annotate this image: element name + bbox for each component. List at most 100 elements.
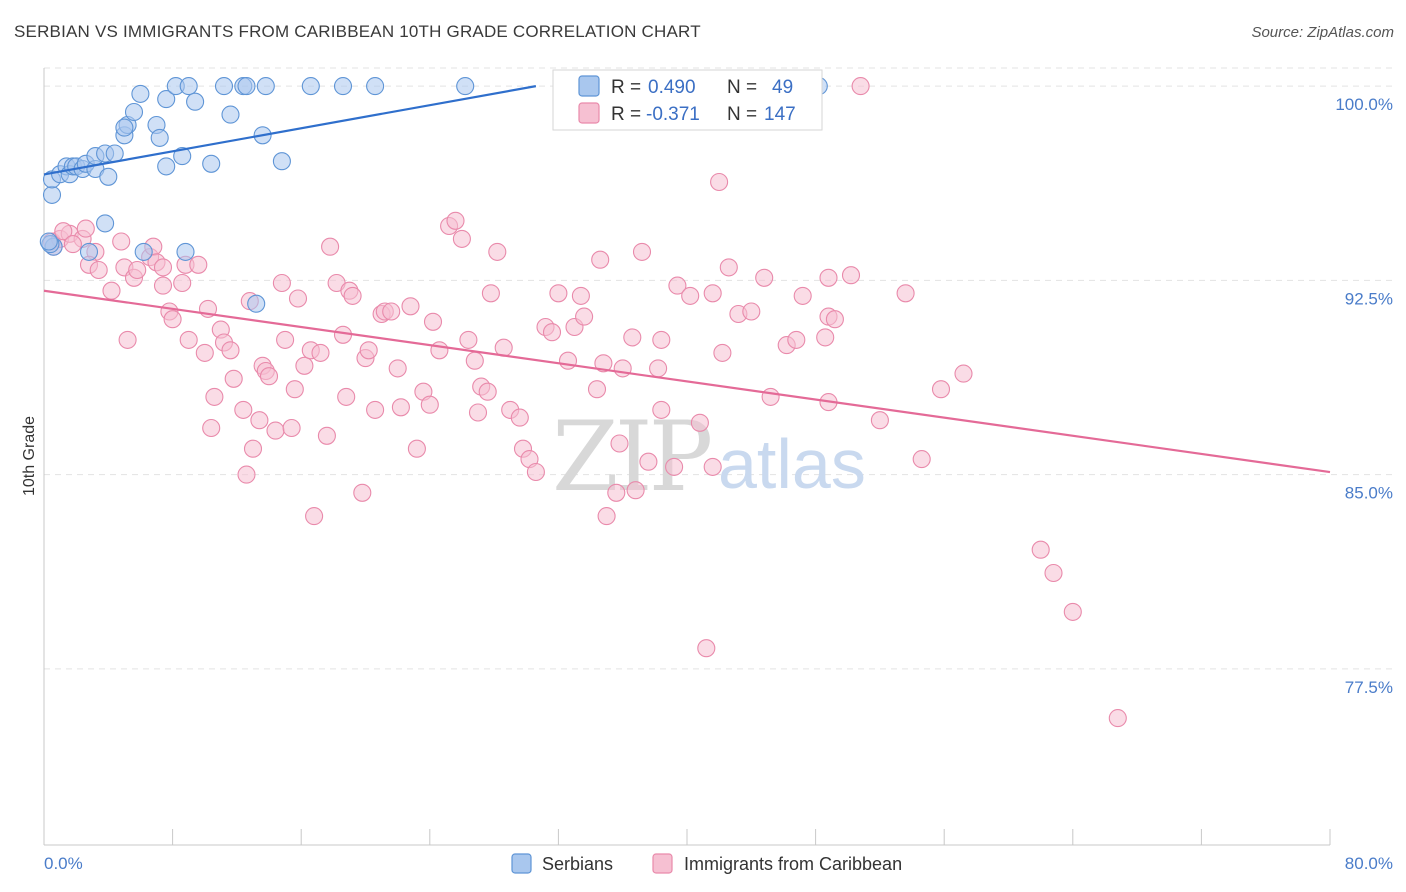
serbians-point — [157, 157, 176, 176]
serbians-point — [301, 77, 320, 96]
caribbean-point — [224, 369, 243, 388]
caribbean-point — [234, 400, 253, 419]
series-legend-label-serbians: Serbians — [542, 854, 613, 874]
caribbean-point — [571, 286, 590, 305]
caribbean-point — [128, 260, 147, 280]
serbians-point — [42, 185, 62, 204]
source-credit: Source: ZipAtlas.com — [1251, 24, 1394, 41]
serbians-point — [202, 154, 221, 173]
caribbean-point — [420, 395, 439, 414]
caribbean-point — [623, 328, 642, 347]
trendline-caribbean — [43, 289, 1331, 474]
caribbean-point — [632, 242, 652, 261]
caribbean-point — [189, 255, 208, 274]
x-axis-ticks — [43, 829, 1331, 845]
legend-r-value-serbians: 0.490 — [648, 77, 696, 98]
caribbean-point — [153, 276, 173, 295]
caribbean-point — [311, 343, 330, 362]
y-tick-labels: 100.0% 92.5% 85.0% 77.5% — [1335, 95, 1393, 697]
caribbean-point — [841, 266, 861, 285]
caribbean-point — [153, 258, 173, 277]
legend-n-label-serbians: N = — [727, 77, 757, 98]
caribbean-point — [89, 260, 108, 280]
legend-n-value-caribbean: 147 — [764, 104, 796, 125]
caribbean-point — [285, 380, 304, 399]
caribbean-point — [703, 457, 722, 476]
serbians-point — [124, 102, 144, 122]
caribbean-point — [430, 341, 449, 360]
caribbean-point — [163, 310, 182, 329]
caribbean-point — [321, 237, 340, 256]
serbians-point — [256, 77, 275, 96]
series-serbians-points — [39, 77, 828, 313]
caribbean-point — [1108, 709, 1127, 728]
caribbean-point — [317, 426, 336, 445]
caribbean-point — [102, 281, 121, 300]
series-legend-swatch-caribbean — [652, 853, 673, 874]
caribbean-point — [690, 413, 709, 432]
serbians-point — [150, 128, 169, 147]
caribbean-point — [713, 343, 732, 362]
series-legend-label-caribbean: Immigrants from Caribbean — [684, 854, 902, 874]
caribbean-point — [465, 351, 484, 370]
legend-r-label-caribbean: R = — [611, 104, 641, 125]
caribbean-point — [652, 330, 671, 349]
caribbean-point — [118, 330, 137, 349]
caribbean-point — [388, 359, 407, 378]
caribbean-point — [343, 286, 362, 305]
caribbean-point — [851, 77, 870, 96]
serbians-point — [115, 118, 134, 137]
serbians-point — [134, 242, 153, 261]
caribbean-point — [179, 330, 198, 349]
caribbean-point — [237, 465, 256, 484]
legend-swatch-serbians — [578, 75, 600, 97]
caribbean-point — [1031, 540, 1050, 559]
serbians-point — [214, 77, 234, 96]
serbians-point — [99, 167, 118, 186]
caribbean-point — [755, 268, 774, 287]
serbians-point — [157, 90, 176, 109]
caribbean-point — [870, 411, 889, 430]
caribbean-point — [112, 232, 131, 251]
caribbean-point — [710, 172, 729, 192]
series-legend: Serbians Immigrants from Caribbean — [511, 853, 902, 874]
caribbean-point — [423, 312, 443, 331]
caribbean-point — [446, 211, 465, 230]
caribbean-point — [652, 400, 671, 419]
caribbean-point — [407, 439, 426, 458]
serbians-point — [221, 105, 240, 124]
caribbean-point — [931, 380, 951, 399]
caribbean-point — [954, 364, 973, 383]
caribbean-point — [459, 330, 478, 349]
caribbean-point — [282, 418, 301, 438]
legend-n-label-caribbean: N = — [727, 104, 757, 125]
caribbean-point — [787, 330, 806, 349]
caribbean-point — [587, 380, 607, 399]
serbians-point — [176, 242, 195, 261]
caribbean-point — [649, 359, 668, 378]
caribbean-point — [205, 387, 224, 406]
serbians-point — [186, 92, 205, 111]
caribbean-point — [63, 235, 82, 254]
legend-r-value-caribbean: -0.371 — [646, 104, 700, 125]
caribbean-point — [668, 276, 687, 295]
caribbean-point — [626, 481, 645, 500]
caribbean-point — [337, 387, 356, 406]
y-tick-label: 100.0% — [1335, 95, 1393, 114]
caribbean-point — [259, 367, 279, 386]
serbians-point — [79, 242, 99, 261]
watermark: ZIP atlas — [552, 401, 866, 513]
caribbean-point — [681, 286, 700, 305]
serbians-point — [272, 152, 291, 171]
caribbean-point — [266, 421, 285, 440]
caribbean-point — [526, 462, 545, 482]
caribbean-point — [597, 507, 616, 526]
caribbean-point — [366, 400, 385, 419]
trend-lines — [43, 85, 1331, 474]
caribbean-point — [295, 356, 314, 375]
caribbean-point — [401, 297, 420, 316]
serbians-point — [366, 77, 385, 96]
caribbean-point — [542, 323, 562, 342]
caribbean-point — [816, 328, 835, 347]
